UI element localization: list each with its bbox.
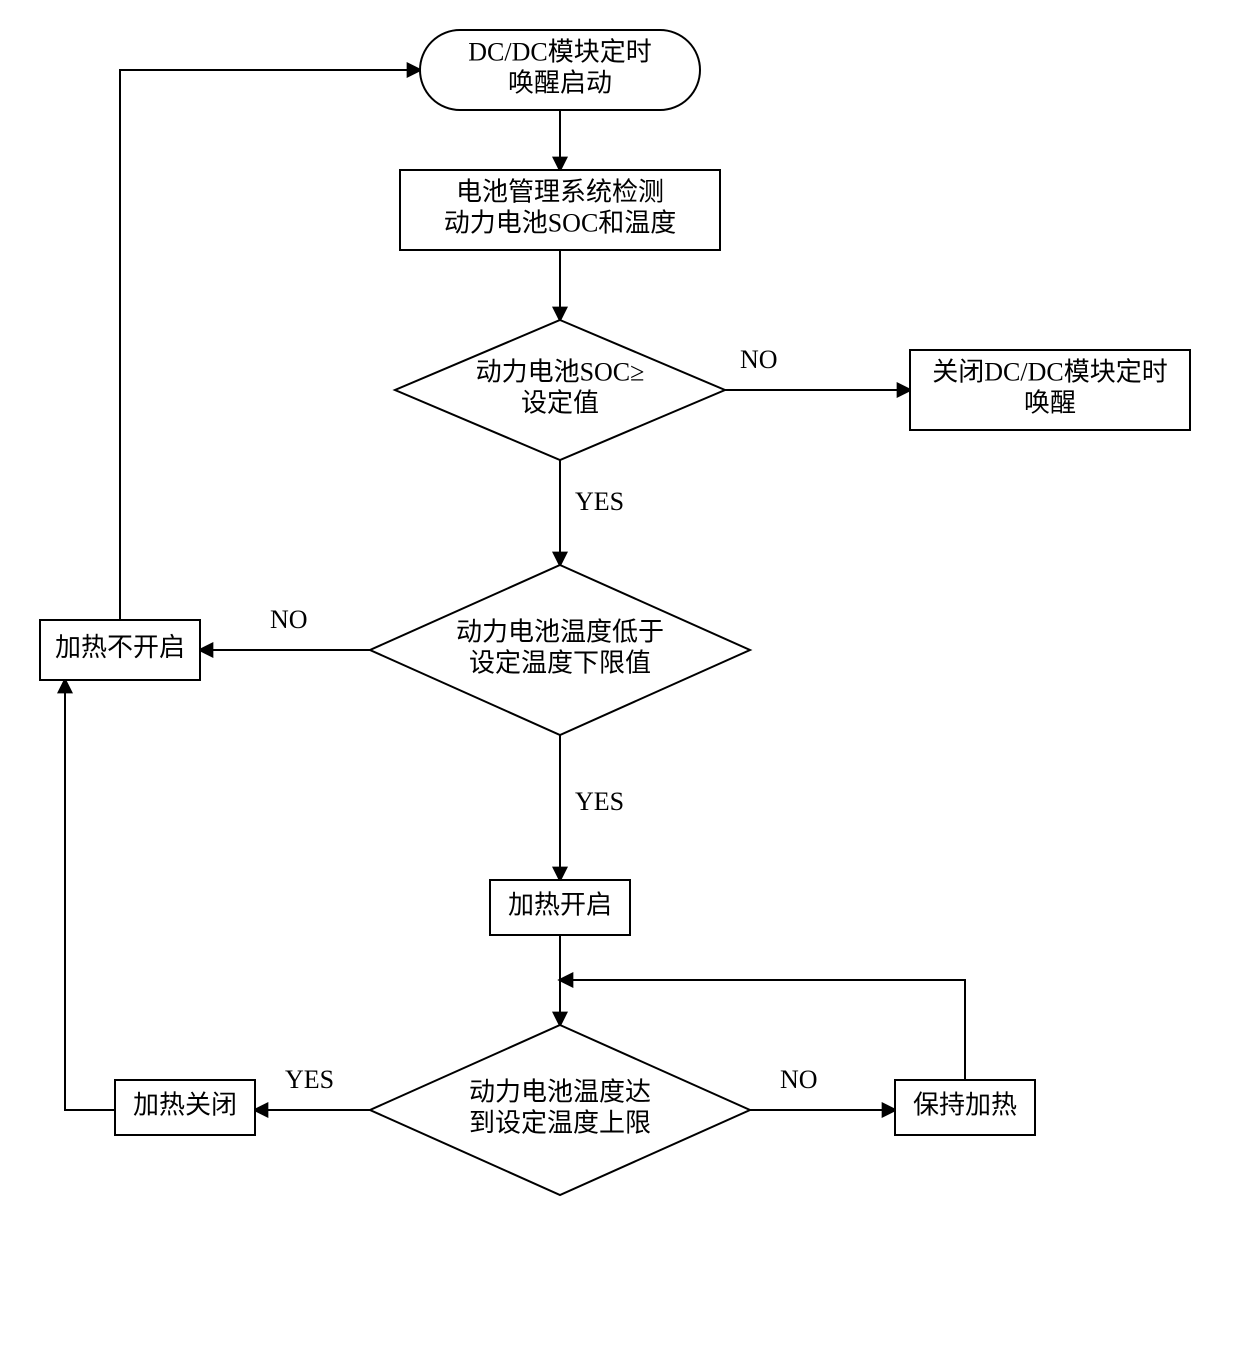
svg-text:关闭DC/DC模块定时: 关闭DC/DC模块定时 [932, 357, 1167, 386]
svg-text:YES: YES [285, 1065, 334, 1094]
svg-text:DC/DC模块定时: DC/DC模块定时 [468, 37, 651, 66]
flowchart-canvas: NO YES NO YES YES NO DC/DC模块定时唤醒启动电池管理系统检测动力电池… [0, 0, 1240, 1359]
svg-text:保持加热: 保持加热 [913, 1090, 1017, 1119]
svg-text:设定温度下限值: 设定温度下限值 [469, 649, 651, 678]
edge [65, 680, 115, 1110]
svg-text:到设定温度上限: 到设定温度上限 [469, 1109, 651, 1138]
svg-text:加热关闭: 加热关闭 [133, 1090, 237, 1119]
svg-text:YES: YES [575, 487, 624, 516]
svg-text:加热不开启: 加热不开启 [55, 633, 185, 662]
svg-text:加热开启: 加热开启 [508, 890, 612, 919]
svg-text:唤醒启动: 唤醒启动 [508, 69, 612, 98]
svg-text:设定值: 设定值 [521, 389, 599, 418]
svg-text:NO: NO [270, 605, 308, 634]
svg-text:唤醒: 唤醒 [1024, 389, 1076, 418]
svg-text:动力电池温度低于: 动力电池温度低于 [456, 617, 664, 646]
svg-text:电池管理系统检测: 电池管理系统检测 [456, 177, 664, 206]
edge [120, 70, 420, 620]
svg-text:动力电池SOC和温度: 动力电池SOC和温度 [444, 209, 677, 238]
svg-text:NO: NO [740, 345, 778, 374]
svg-text:动力电池温度达: 动力电池温度达 [469, 1077, 651, 1106]
svg-text:动力电池SOC≥: 动力电池SOC≥ [476, 357, 645, 386]
svg-text:YES: YES [575, 787, 624, 816]
svg-text:NO: NO [780, 1065, 818, 1094]
